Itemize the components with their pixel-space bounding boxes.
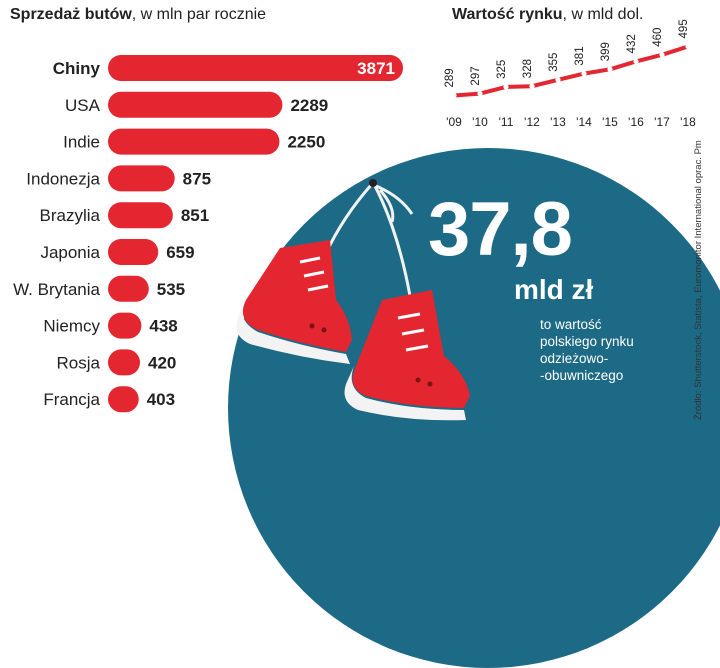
callout-line: polskiego rynku [540, 334, 634, 349]
data-point [633, 58, 639, 65]
data-label: 328 [522, 59, 534, 78]
data-point [659, 52, 665, 58]
data-point [451, 92, 457, 99]
data-point [685, 43, 691, 50]
data-label: 495 [678, 19, 690, 38]
value-label: 2289 [290, 96, 328, 115]
bar [108, 349, 141, 376]
data-point [581, 70, 587, 77]
data-label: 325 [496, 60, 508, 79]
data-point [607, 66, 613, 72]
category-label: Brazylia [40, 206, 101, 225]
data-label: 460 [652, 28, 664, 47]
category-label: Japonia [40, 243, 100, 262]
value-label: 2250 [287, 133, 325, 152]
value-label: 659 [166, 243, 194, 262]
bar [108, 239, 159, 265]
callout-number: 37,8 [428, 187, 573, 272]
data-label: 432 [626, 34, 638, 53]
value-label: 420 [148, 353, 176, 372]
bar [108, 55, 403, 81]
value-label: 535 [157, 280, 185, 299]
category-label: Rosja [57, 353, 101, 372]
category-label: W. Brytania [13, 280, 100, 299]
x-tick-label: '18 [680, 115, 696, 129]
category-label: Francja [43, 390, 100, 409]
bar [108, 165, 175, 192]
callout-description: to wartość polskiego rynku odzieżowo- -o… [540, 316, 670, 384]
x-tick-label: '13 [550, 115, 566, 129]
charts-svg: Chiny 3871 USA 2289 Indie 2250 Indonezja 875 Bra… [13, 19, 696, 413]
bar [108, 312, 142, 339]
bar [108, 386, 139, 413]
x-tick-label: '10 [472, 115, 488, 129]
source-note: Źródło: Shutterstock, Statista, Euromoni… [693, 140, 704, 420]
value-label: 875 [183, 169, 211, 188]
x-tick-label: '09 [446, 115, 462, 129]
data-label: 355 [548, 53, 560, 72]
x-tick-label: '14 [576, 115, 592, 129]
callout-line: odzieżowo- [540, 351, 609, 366]
value-label: 438 [149, 317, 177, 336]
bar [108, 91, 283, 118]
data-point [503, 84, 509, 90]
category-label: Indonezja [26, 169, 100, 188]
data-point [477, 90, 483, 97]
callout-line: to wartość [540, 317, 602, 332]
bar [108, 128, 280, 155]
value-label: 851 [181, 206, 209, 225]
data-label: 289 [444, 68, 456, 87]
category-label: USA [65, 96, 101, 115]
value-label: 403 [147, 390, 175, 409]
series-line [453, 44, 689, 98]
callout-unit: mld zł [514, 274, 594, 305]
bar [108, 275, 149, 302]
data-label: 399 [600, 42, 612, 61]
bar [108, 202, 173, 229]
bar-chart-title: Sprzedaż butów, w mln par rocznie [10, 6, 267, 23]
x-tick-label: '11 [499, 115, 514, 129]
x-tick-label: '12 [524, 115, 540, 129]
data-label: 297 [470, 66, 482, 85]
hanging-sneakers-illustration [236, 179, 470, 421]
category-label: Niemcy [43, 317, 100, 336]
data-point [555, 77, 561, 83]
line-chart-title: Wartość rynku, w mld dol. [452, 6, 644, 23]
callout-line: -obuwniczego [540, 368, 624, 383]
category-label: Chiny [53, 59, 101, 78]
category-label: Indie [63, 133, 100, 152]
data-point [529, 83, 535, 89]
x-tick-label: '16 [628, 115, 644, 129]
x-tick-label: '15 [602, 115, 618, 129]
data-label: 381 [574, 46, 586, 65]
value-label: 3871 [357, 59, 395, 78]
x-tick-label: '17 [654, 115, 670, 129]
